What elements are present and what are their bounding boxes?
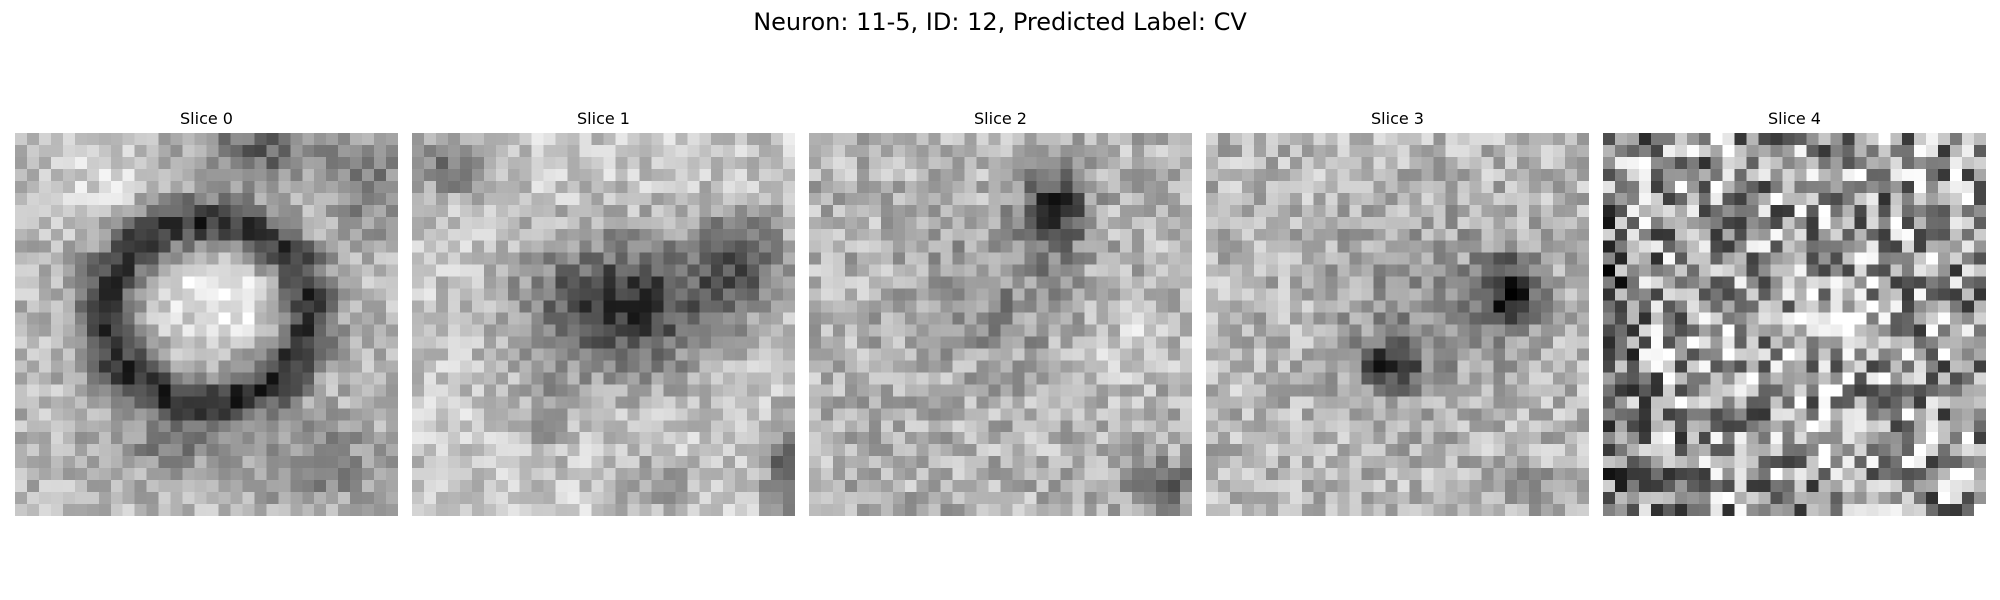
slice-panel-1: Slice 1 <box>412 108 795 516</box>
slice-image-4 <box>1603 133 1986 516</box>
slice-panel-4: Slice 4 <box>1603 108 1986 516</box>
slice-image-1 <box>412 133 795 516</box>
slice-title: Slice 1 <box>577 109 630 128</box>
slice-title: Slice 0 <box>180 109 233 128</box>
slice-panel-3: Slice 3 <box>1206 108 1589 516</box>
slice-title: Slice 2 <box>974 109 1027 128</box>
slice-panel-2: Slice 2 <box>809 108 1192 516</box>
slice-title: Slice 4 <box>1768 109 1821 128</box>
figure-title: Neuron: 11-5, ID: 12, Predicted Label: C… <box>753 8 1247 36</box>
slice-image-0 <box>15 133 398 516</box>
slice-title: Slice 3 <box>1371 109 1424 128</box>
slice-image-2 <box>809 133 1192 516</box>
slice-image-3 <box>1206 133 1589 516</box>
slice-panel-0: Slice 0 <box>15 108 398 516</box>
